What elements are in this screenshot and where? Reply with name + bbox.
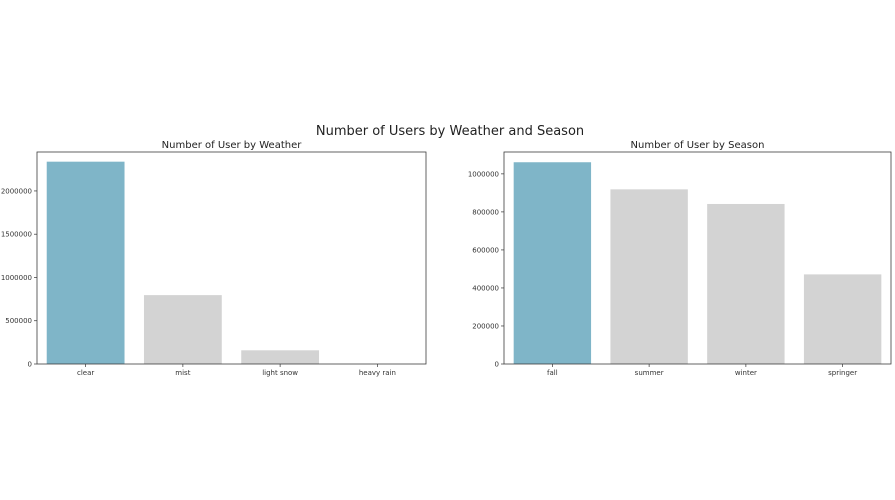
bar-summer xyxy=(610,189,688,364)
x-tick-label-summer: summer xyxy=(635,369,664,377)
x-tick-label-springer: springer xyxy=(828,369,857,377)
bar-mist xyxy=(143,295,222,364)
y-tick-label: 200000 xyxy=(472,322,499,330)
y-tick-label: 400000 xyxy=(472,284,499,292)
y-tick-label: 2000000 xyxy=(1,187,32,195)
y-tick-label: 1500000 xyxy=(1,231,32,239)
bar-springer xyxy=(803,274,882,364)
season-chart-title: Number of User by Season xyxy=(631,140,765,151)
y-tick-label: 600000 xyxy=(472,246,499,254)
x-tick-label-clear: clear xyxy=(77,369,94,377)
y-tick-label: 500000 xyxy=(5,317,32,325)
figure-suptitle: Number of Users by Weather and Season xyxy=(316,124,584,139)
weather-chart: Number of User by Weather clear mist light … xyxy=(1,140,427,377)
y-tick-label: 800000 xyxy=(472,208,499,216)
x-tick-label-winter: winter xyxy=(735,369,757,377)
bar-light-snow xyxy=(241,350,320,364)
x-tick-label-heavy-rain: heavy rain xyxy=(359,369,396,377)
season-chart: Number of User by Season fall summer winter… xyxy=(468,140,892,377)
x-tick-label-mist: mist xyxy=(175,369,190,377)
bar-fall xyxy=(513,162,592,364)
bar-clear xyxy=(46,161,125,364)
x-tick-label-light-snow: light snow xyxy=(262,369,298,377)
y-tick-label: 1000000 xyxy=(468,170,499,178)
weather-axes-frame xyxy=(36,151,427,365)
x-tick-label-fall: fall xyxy=(547,369,558,377)
season-axes-frame xyxy=(503,151,892,365)
weather-chart-title: Number of User by Weather xyxy=(162,140,303,151)
bar-winter xyxy=(707,203,785,364)
y-tick-label: 0 xyxy=(28,361,32,369)
y-tick-label: 1000000 xyxy=(1,274,32,282)
y-tick-label: 0 xyxy=(495,361,499,369)
